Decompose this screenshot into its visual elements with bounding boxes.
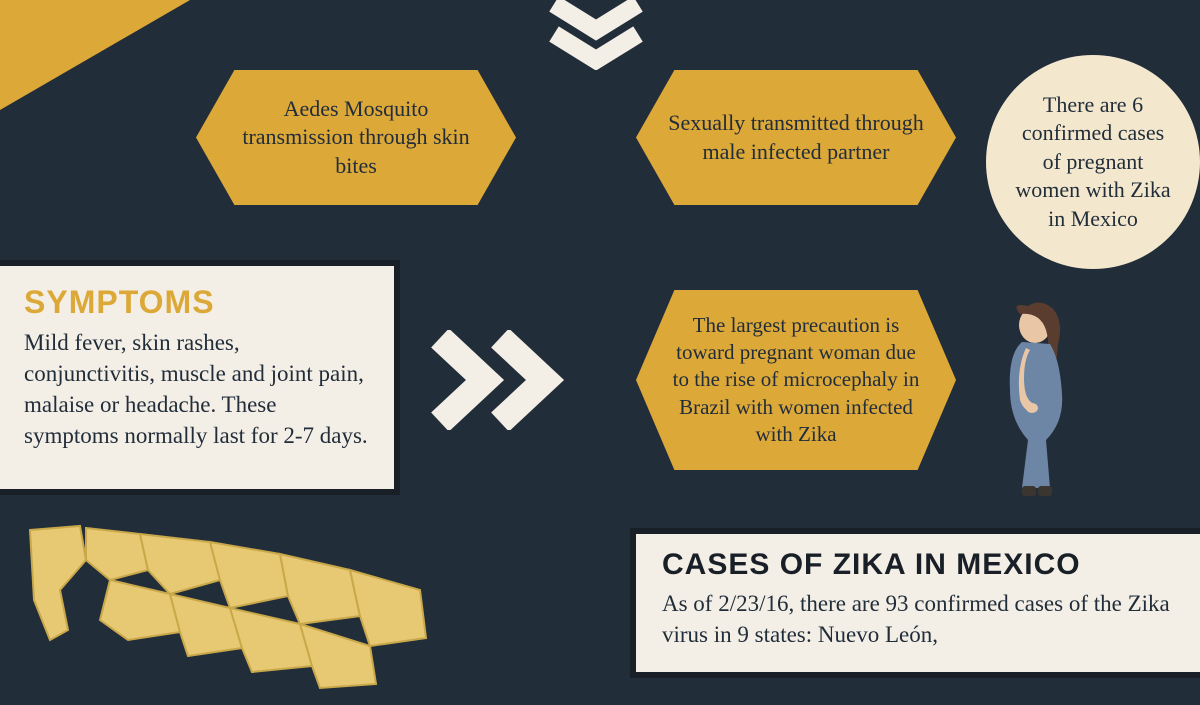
chevron-right-icon [430, 330, 580, 435]
hex-text: Aedes Mosquito transmission through skin… [196, 95, 516, 181]
symptoms-title: Symptoms [24, 284, 372, 321]
cases-box: Cases of Zika in Mexico As of 2/23/16, t… [630, 528, 1200, 678]
corner-triangle [0, 0, 190, 110]
hex-precaution-pregnant: The largest precaution is toward pregnan… [636, 290, 956, 470]
mexico-map-icon [20, 520, 440, 705]
hex-text: The largest precaution is toward pregnan… [636, 312, 956, 448]
pregnant-woman-icon [980, 300, 1090, 505]
symptoms-body: Mild fever, skin rashes, conjunctivitis,… [24, 327, 372, 451]
cases-body: As of 2/23/16, there are 93 confirmed ca… [662, 588, 1178, 650]
stat-circle-text: There are 6 confirmed cases of pregnant … [1010, 91, 1176, 234]
stat-circle: There are 6 confirmed cases of pregnant … [986, 55, 1200, 269]
chevron-down-icon [546, 0, 646, 70]
hex-transmission-sexual: Sexually transmitted through male infect… [636, 70, 956, 205]
hex-transmission-mosquito: Aedes Mosquito transmission through skin… [196, 70, 516, 205]
hex-text: Sexually transmitted through male infect… [636, 109, 956, 166]
cases-title: Cases of Zika in Mexico [662, 548, 1178, 582]
symptoms-box: Symptoms Mild fever, skin rashes, conjun… [0, 260, 400, 495]
